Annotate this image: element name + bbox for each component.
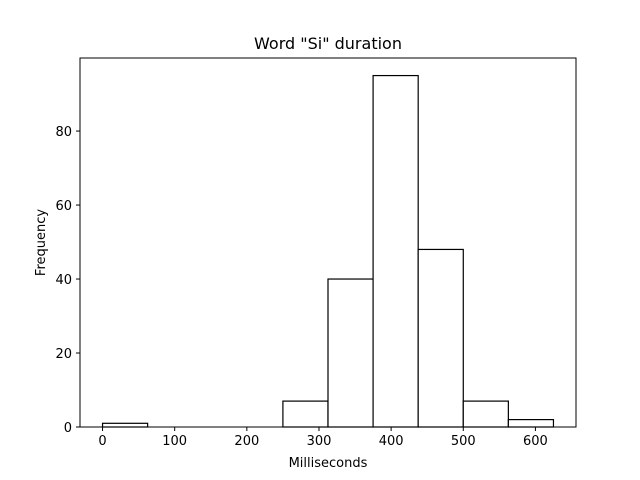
y-tick-label-80: 80 (55, 125, 72, 140)
y-tick-label-0: 0 (64, 421, 72, 436)
x-tick-label-400: 400 (379, 434, 404, 449)
y-axis: 0 20 40 60 80 (55, 125, 80, 436)
y-tick-label-40: 40 (55, 273, 72, 288)
y-tick-label-20: 20 (55, 347, 72, 362)
x-tick-label-100: 100 (162, 434, 187, 449)
bars-layer (101, 74, 555, 428)
x-tick-label-600: 600 (523, 434, 548, 449)
x-tick-label-0: 0 (98, 434, 106, 449)
x-tick-label-500: 500 (451, 434, 476, 449)
y-axis-label: Frequency (34, 209, 49, 276)
plot-area-frame (79, 57, 577, 428)
chart-title: Word "Si" duration (254, 34, 402, 53)
histogram-bar-5 (327, 278, 374, 428)
x-axis: 0 100 200 300 400 500 600 (98, 427, 548, 449)
histogram-bar-4 (282, 400, 329, 428)
histogram-bar-7 (417, 248, 464, 428)
x-tick-label-200: 200 (234, 434, 259, 449)
histogram-bar-8 (462, 400, 509, 428)
x-axis-label: Milliseconds (289, 456, 368, 471)
histogram-bar-0 (101, 422, 149, 428)
y-tick-label-60: 60 (55, 199, 72, 214)
x-tick-label-300: 300 (307, 434, 332, 449)
histogram-bar-9 (507, 419, 555, 428)
histogram-bar-6 (372, 74, 419, 428)
